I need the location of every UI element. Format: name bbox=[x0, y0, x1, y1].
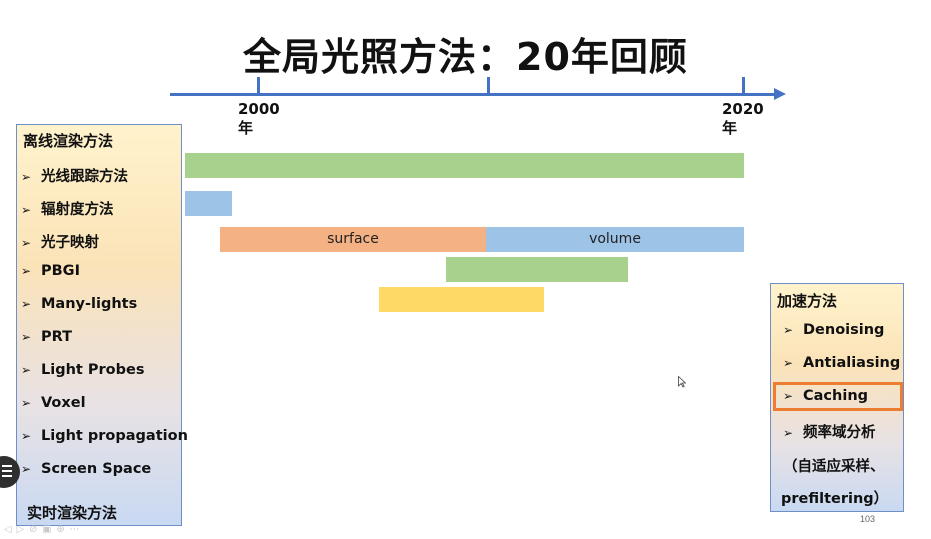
arrow-bullet-icon: ➢ bbox=[21, 429, 32, 443]
year-end-unit: 年 bbox=[722, 119, 738, 137]
arrow-bullet-icon: ➢ bbox=[783, 356, 794, 370]
year-end: 2020 bbox=[722, 100, 764, 118]
method-item: ➢ 光子映射 bbox=[21, 235, 99, 251]
bar-photon-surface: surface bbox=[220, 227, 486, 252]
bar-photon-volume: volume bbox=[486, 227, 744, 252]
mouse-cursor-icon bbox=[678, 376, 686, 388]
tick-2020 bbox=[742, 77, 745, 95]
method-item: ➢ PRT bbox=[21, 329, 73, 345]
year-start-unit: 年 bbox=[238, 119, 254, 137]
accel-subnote-1: （自适应采样、 bbox=[783, 459, 885, 475]
timeline-arrow-icon bbox=[774, 88, 786, 100]
accel-item: ➢ Denoising bbox=[783, 322, 885, 338]
arrow-bullet-icon: ➢ bbox=[21, 264, 32, 278]
method-item: ➢ Light propagation bbox=[21, 428, 188, 444]
method-item: ➢ Voxel bbox=[21, 395, 86, 411]
accel-item-caching: ➢ Caching bbox=[783, 388, 869, 404]
tick-2000 bbox=[257, 77, 260, 95]
page-number: 103 bbox=[860, 514, 876, 524]
slide-title: 全局光照方法：20年回顾 bbox=[243, 35, 688, 79]
acceleration-panel: 加速方法 ➢ Denoising ➢ Antialiasing ➢ Caching ➢… bbox=[770, 283, 904, 512]
bar-radiosity bbox=[185, 191, 232, 216]
arrow-bullet-icon: ➢ bbox=[783, 426, 794, 440]
menu-icon[interactable] bbox=[0, 456, 20, 488]
arrow-bullet-icon: ➢ bbox=[21, 330, 32, 344]
arrow-bullet-icon: ➢ bbox=[21, 462, 32, 476]
tick-2010 bbox=[487, 77, 490, 95]
arrow-bullet-icon: ➢ bbox=[21, 203, 32, 217]
arrow-bullet-icon: ➢ bbox=[21, 396, 32, 410]
caching-highlight-box bbox=[773, 382, 903, 411]
bar-ray-tracing bbox=[185, 153, 744, 178]
offline-methods-title: 离线渲染方法 bbox=[23, 132, 114, 150]
method-item: ➢ 光线跟踪方法 bbox=[21, 169, 128, 185]
realtime-methods-title: 实时渲染方法 bbox=[27, 504, 118, 522]
year-label-start: 2000 年 bbox=[238, 100, 280, 138]
arrow-bullet-icon: ➢ bbox=[21, 297, 32, 311]
accel-item: ➢ Antialiasing bbox=[783, 355, 901, 371]
methods-panel: 离线渲染方法 ➢ 光线跟踪方法 ➢ 辐射度方法 ➢ 光子映射 ➢ PBGI ➢ Many-… bbox=[16, 124, 188, 526]
arrow-bullet-icon: ➢ bbox=[21, 363, 32, 377]
method-item: ➢ PBGI bbox=[21, 263, 80, 279]
arrow-bullet-icon: ➢ bbox=[21, 236, 32, 250]
arrow-bullet-icon: ➢ bbox=[783, 323, 794, 337]
accel-item: ➢ 频率域分析 bbox=[783, 425, 876, 441]
method-item: ➢ Many-lights bbox=[21, 296, 138, 312]
year-label-end: 2020 年 bbox=[722, 100, 764, 138]
timeline-axis bbox=[170, 93, 776, 96]
method-item: ➢ Screen Space bbox=[21, 461, 152, 477]
year-start: 2000 bbox=[238, 100, 280, 118]
bar-pbgi bbox=[446, 257, 628, 282]
arrow-bullet-icon: ➢ bbox=[783, 389, 794, 403]
acceleration-title: 加速方法 bbox=[777, 292, 838, 310]
surface-label: surface bbox=[327, 231, 379, 247]
accel-subnote-2: prefiltering） bbox=[781, 491, 889, 507]
method-item: ➢ 辐射度方法 bbox=[21, 202, 114, 218]
bar-many-lights bbox=[379, 287, 544, 312]
volume-label: volume bbox=[589, 231, 641, 247]
method-item: ➢ Light Probes bbox=[21, 362, 145, 378]
arrow-bullet-icon: ➢ bbox=[21, 170, 32, 184]
presentation-controls[interactable]: ◁ ▷ ⊘ ▣ ⊕ ⋯ bbox=[4, 524, 81, 535]
